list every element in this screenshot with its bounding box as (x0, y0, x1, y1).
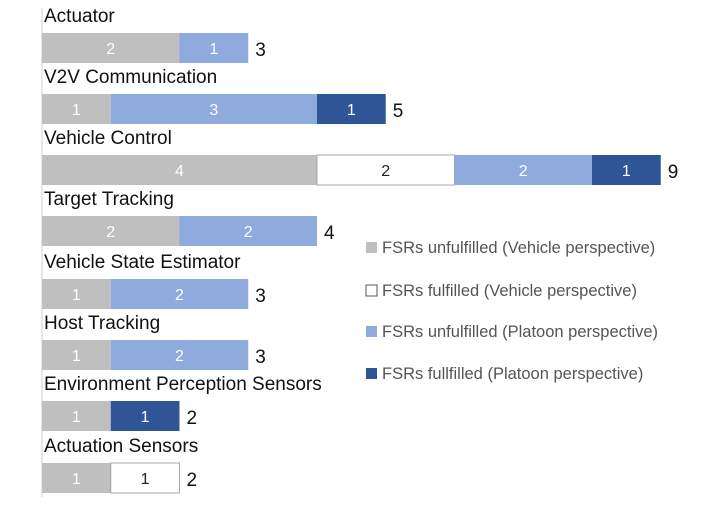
bar-segment (110, 340, 249, 370)
category-label: V2V Communication (44, 67, 217, 88)
total-label: 5 (393, 101, 404, 122)
legend-label: FSRs unfulfilled (Platoon perspective) (382, 323, 658, 341)
data-label: 2 (519, 163, 528, 180)
bar-segment (179, 216, 317, 246)
bar-segment (592, 155, 661, 185)
bar-segment (42, 463, 111, 493)
legend-swatch (366, 326, 377, 337)
data-label: 1 (72, 287, 81, 304)
legend-label: FSRs fulfilled (Vehicle perspective) (382, 282, 637, 300)
data-label: 2 (244, 224, 253, 241)
data-label: 1 (72, 409, 81, 426)
category-label: Target Tracking (44, 189, 174, 210)
bar-segment (42, 279, 111, 309)
bar-segment (42, 401, 111, 431)
bar-segment (42, 33, 180, 63)
data-label: 1 (141, 471, 150, 488)
data-label: 2 (175, 348, 184, 365)
bar-segment (110, 279, 249, 309)
data-label: 4 (175, 163, 184, 180)
category-label: Vehicle Control (44, 128, 172, 149)
category-label: Actuator (44, 6, 115, 27)
category-label: Host Tracking (44, 313, 160, 334)
total-label: 4 (324, 223, 335, 244)
category-label: Environment Perception Sensors (44, 374, 322, 395)
bar-segment (110, 94, 317, 124)
category-label: Actuation Sensors (44, 436, 198, 457)
legend-swatch (366, 368, 377, 379)
data-label: 1 (141, 409, 150, 426)
data-label: 1 (209, 41, 218, 58)
bar-segment (179, 33, 249, 63)
bar-segment (454, 155, 592, 185)
bar-segment (110, 401, 180, 431)
total-label: 2 (187, 470, 198, 491)
bar-segment (110, 462, 180, 494)
data-label: 2 (106, 41, 115, 58)
data-label: 1 (72, 102, 81, 119)
data-label: 1 (622, 163, 631, 180)
legend-swatch (366, 242, 377, 253)
bar-segment (42, 216, 180, 246)
bar-segment (316, 154, 455, 186)
total-label: 2 (187, 408, 198, 429)
data-label: 2 (175, 287, 184, 304)
data-label: 2 (106, 224, 115, 241)
total-label: 9 (668, 162, 679, 183)
legend-label: FSRs unfulfilled (Vehicle perspective) (382, 239, 655, 257)
bar-segment (42, 155, 317, 185)
total-label: 3 (255, 286, 266, 307)
bar-segment (317, 94, 386, 124)
total-label: 3 (255, 347, 266, 368)
legend-label: FSRs fullfilled (Platoon perspective) (382, 365, 643, 383)
data-label: 3 (209, 102, 218, 119)
bar-segment (42, 94, 111, 124)
legend-swatch (365, 284, 378, 297)
category-label: Vehicle State Estimator (44, 252, 241, 273)
data-label: 1 (72, 471, 81, 488)
data-label: 1 (347, 102, 356, 119)
data-label: 2 (381, 163, 390, 180)
data-label: 1 (72, 348, 81, 365)
bar-segment (42, 340, 111, 370)
total-label: 3 (255, 40, 266, 61)
